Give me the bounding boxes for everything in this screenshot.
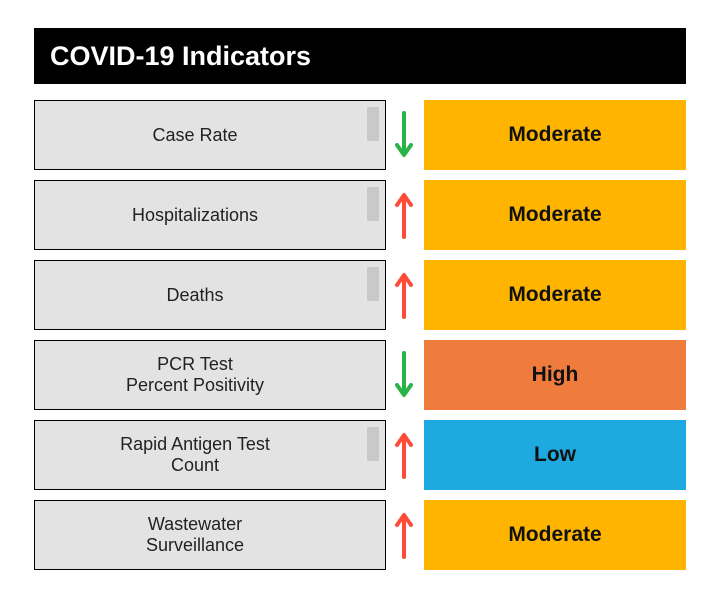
arrow-down-icon: [394, 349, 414, 401]
level-label: Moderate: [508, 123, 601, 147]
level-badge: Moderate: [424, 260, 686, 330]
indicator-label: Rapid Antigen Test Count: [120, 434, 270, 477]
page-title: COVID-19 Indicators: [50, 41, 311, 71]
indicator-row: PCR Test Percent Positivity High: [34, 340, 686, 410]
scrollbar-thumb[interactable]: [367, 427, 379, 461]
indicator-label-cell: Rapid Antigen Test Count: [34, 420, 386, 490]
trend-arrow: [386, 180, 422, 250]
scrollbar[interactable]: [367, 427, 379, 483]
indicator-rows: Case Rate Moderate Hospitalizations Moderat…: [34, 100, 686, 570]
level-label: Moderate: [508, 203, 601, 227]
indicator-row: Wastewater Surveillance Moderate: [34, 500, 686, 570]
trend-arrow: [386, 340, 422, 410]
indicator-label-cell: Hospitalizations: [34, 180, 386, 250]
arrow-up-icon: [394, 509, 414, 561]
level-badge: Moderate: [424, 100, 686, 170]
scrollbar-thumb[interactable]: [367, 107, 379, 141]
arrow-up-icon: [394, 429, 414, 481]
scrollbar-thumb[interactable]: [367, 267, 379, 301]
level-badge: Moderate: [424, 180, 686, 250]
scrollbar[interactable]: [367, 267, 379, 323]
dashboard-container: COVID-19 Indicators Case RateModerateHos…: [0, 0, 720, 608]
indicator-label-cell: PCR Test Percent Positivity: [34, 340, 386, 410]
indicator-label: Deaths: [166, 285, 223, 307]
indicator-label-cell: Wastewater Surveillance: [34, 500, 386, 570]
indicator-label-cell: Case Rate: [34, 100, 386, 170]
indicator-row: Case Rate Moderate: [34, 100, 686, 170]
scrollbar[interactable]: [367, 107, 379, 163]
indicator-label: Case Rate: [152, 125, 237, 147]
indicator-label: Hospitalizations: [132, 205, 258, 227]
arrow-up-icon: [394, 269, 414, 321]
indicator-row: Rapid Antigen Test Count Low: [34, 420, 686, 490]
arrow-down-icon: [394, 109, 414, 161]
level-label: Moderate: [508, 283, 601, 307]
indicator-label-cell: Deaths: [34, 260, 386, 330]
level-label: High: [532, 363, 579, 387]
indicator-label: PCR Test Percent Positivity: [126, 354, 264, 397]
level-label: Moderate: [508, 523, 601, 547]
trend-arrow: [386, 260, 422, 330]
level-label: Low: [534, 443, 576, 467]
indicator-label: Wastewater Surveillance: [146, 514, 244, 557]
title-bar: COVID-19 Indicators: [34, 28, 686, 84]
scrollbar-thumb[interactable]: [367, 187, 379, 221]
level-badge: Moderate: [424, 500, 686, 570]
trend-arrow: [386, 500, 422, 570]
trend-arrow: [386, 100, 422, 170]
arrow-up-icon: [394, 189, 414, 241]
scrollbar[interactable]: [367, 187, 379, 243]
level-badge: Low: [424, 420, 686, 490]
level-badge: High: [424, 340, 686, 410]
trend-arrow: [386, 420, 422, 490]
indicator-row: Deaths Moderate: [34, 260, 686, 330]
indicator-row: Hospitalizations Moderate: [34, 180, 686, 250]
